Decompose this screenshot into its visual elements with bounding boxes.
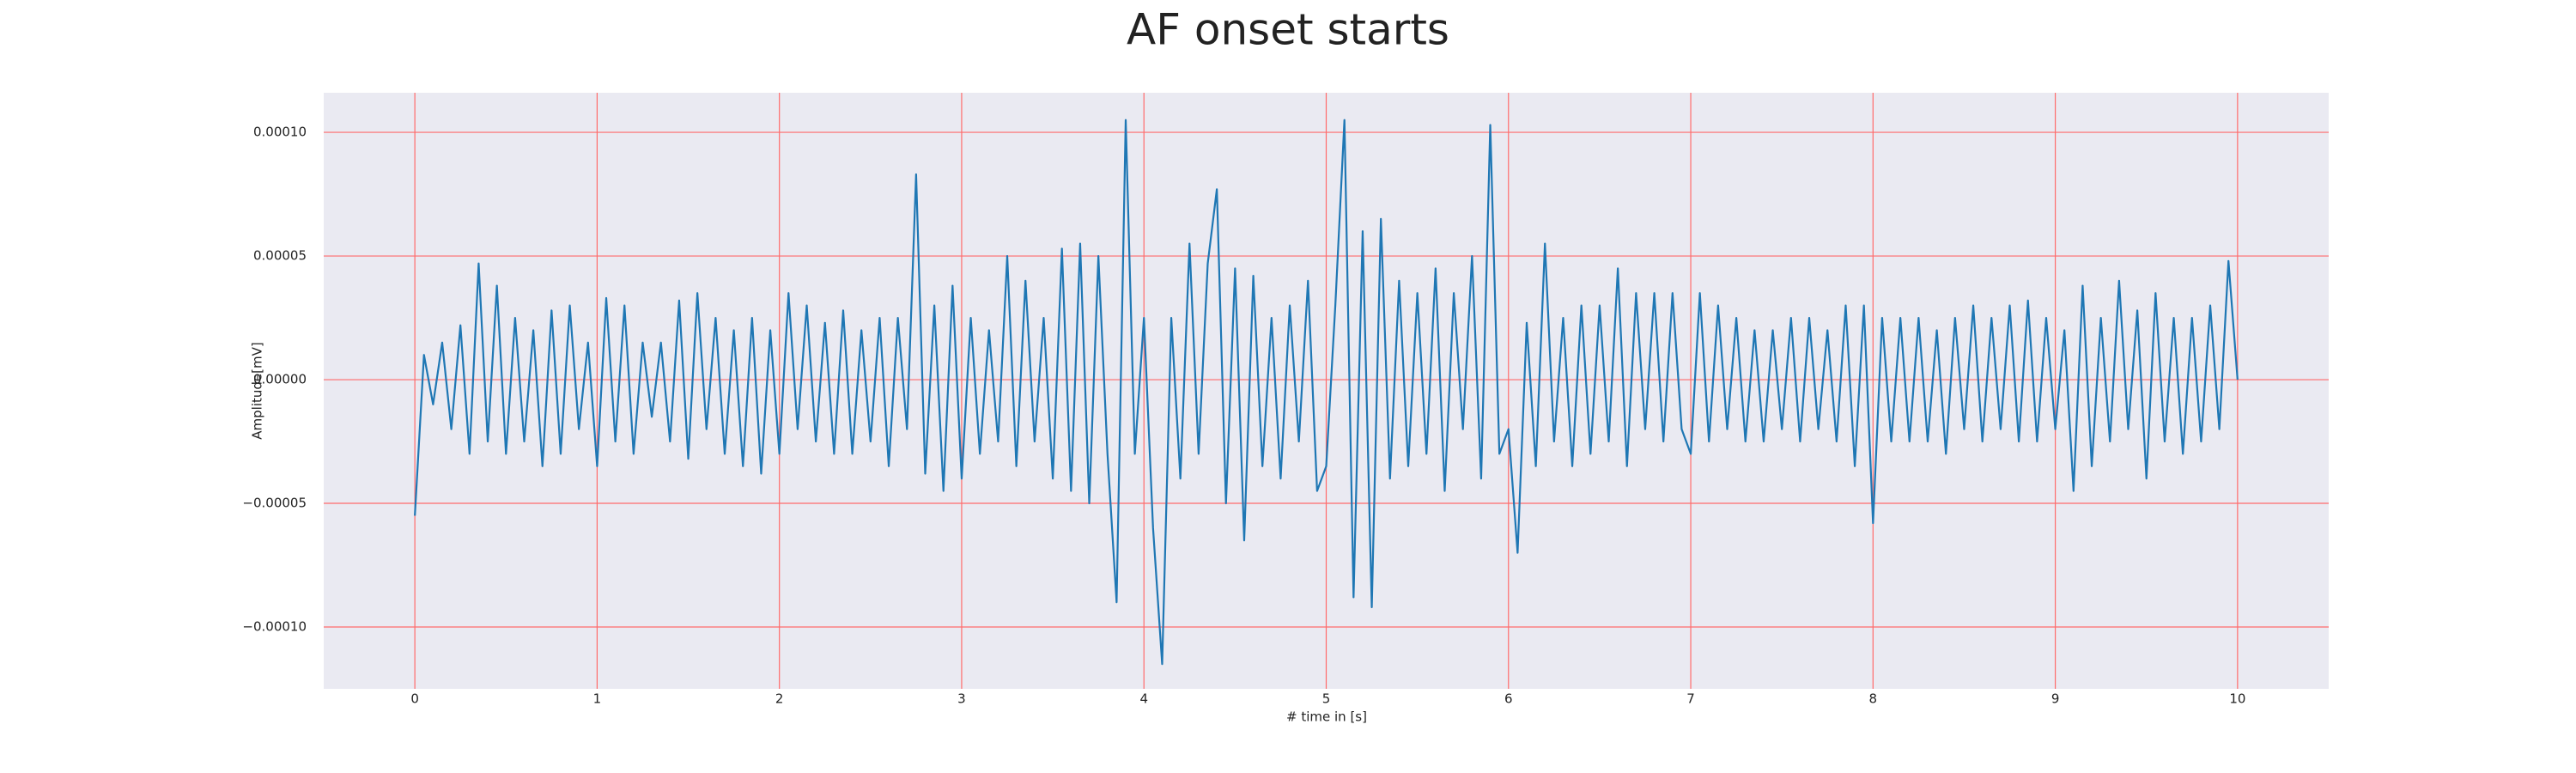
y-tick-label: 0.00000: [253, 372, 307, 387]
x-tick-label: 8: [1869, 691, 1878, 707]
x-tick-label: 0: [410, 691, 419, 707]
x-tick-label: 4: [1139, 691, 1148, 707]
x-tick-label: 3: [957, 691, 966, 707]
y-tick-label: −0.00005: [242, 496, 307, 511]
line-series: [414, 119, 2239, 666]
x-tick-label: 5: [1322, 691, 1331, 707]
chart-title: AF onset starts: [1127, 5, 1449, 55]
y-tick-label: 0.00005: [253, 248, 307, 264]
y-tick-label: −0.00010: [242, 619, 307, 635]
x-tick-label: 2: [775, 691, 784, 707]
x-tick-label: 10: [2229, 691, 2245, 707]
x-tick-label: 9: [2051, 691, 2060, 707]
x-tick-label: 1: [593, 691, 602, 707]
x-axis-label: # time in [s]: [1286, 709, 1367, 725]
x-tick-label: 6: [1504, 691, 1513, 707]
y-axis-label: Amplitude[mV]: [250, 342, 265, 439]
x-tick-label: 7: [1686, 691, 1695, 707]
y-tick-label: 0.00010: [253, 125, 307, 140]
